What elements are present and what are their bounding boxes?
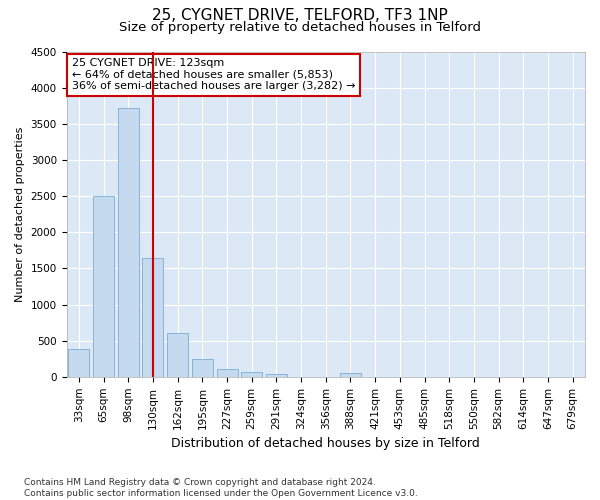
Text: Size of property relative to detached houses in Telford: Size of property relative to detached ho… xyxy=(119,21,481,34)
Bar xyxy=(142,258,163,377)
Bar xyxy=(118,108,139,377)
Bar xyxy=(340,373,361,377)
Bar xyxy=(241,372,262,377)
Bar xyxy=(217,369,238,377)
Text: 25, CYGNET DRIVE, TELFORD, TF3 1NP: 25, CYGNET DRIVE, TELFORD, TF3 1NP xyxy=(152,8,448,22)
X-axis label: Distribution of detached houses by size in Telford: Distribution of detached houses by size … xyxy=(172,437,480,450)
Bar xyxy=(192,358,213,377)
Bar xyxy=(93,196,114,377)
Bar xyxy=(167,334,188,377)
Y-axis label: Number of detached properties: Number of detached properties xyxy=(15,126,25,302)
Text: Contains HM Land Registry data © Crown copyright and database right 2024.
Contai: Contains HM Land Registry data © Crown c… xyxy=(24,478,418,498)
Bar xyxy=(266,374,287,377)
Text: 25 CYGNET DRIVE: 123sqm
← 64% of detached houses are smaller (5,853)
36% of semi: 25 CYGNET DRIVE: 123sqm ← 64% of detache… xyxy=(72,58,355,91)
Bar xyxy=(68,350,89,377)
